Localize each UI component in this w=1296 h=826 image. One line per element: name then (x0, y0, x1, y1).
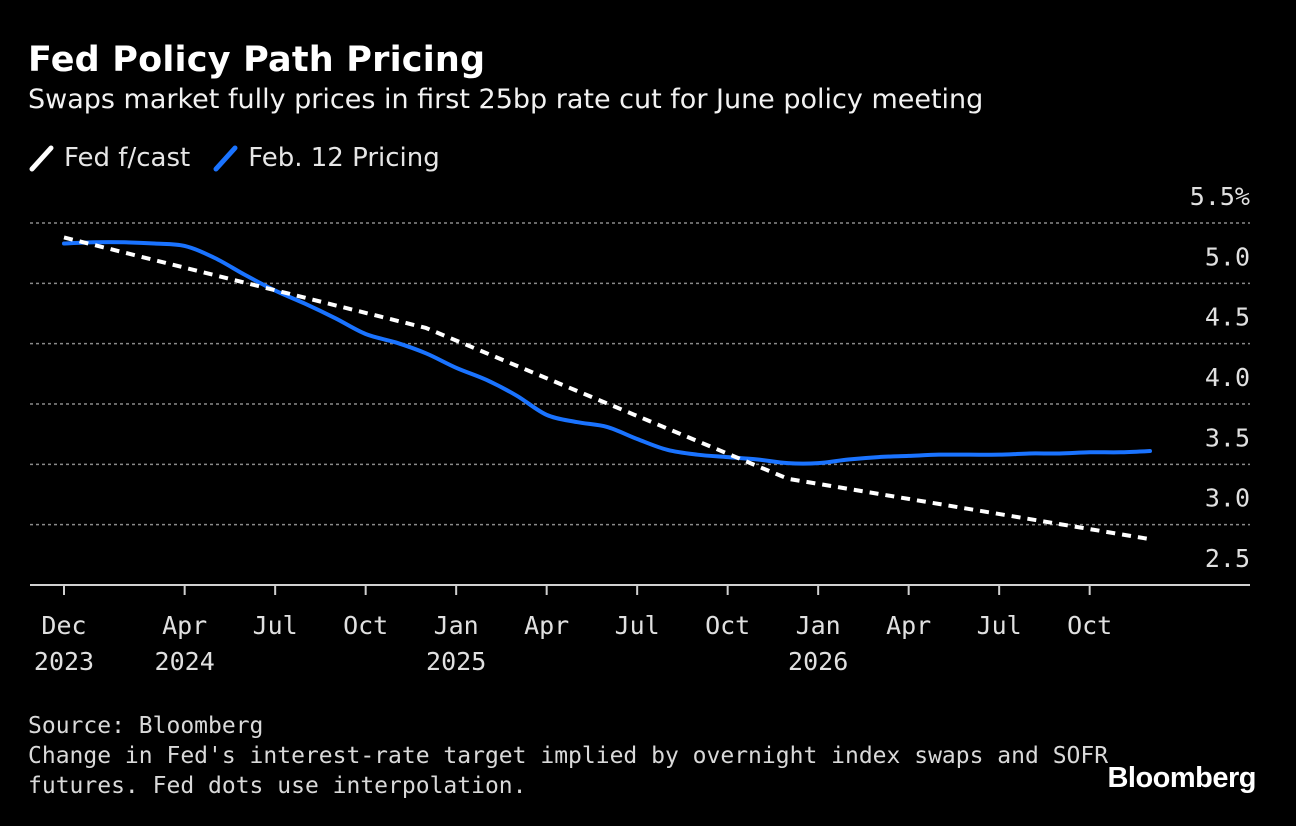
source-note: Source: Bloomberg (28, 713, 264, 739)
x-tick-label-month: Apr (162, 611, 207, 640)
x-tick-label-month: Jul (253, 611, 298, 640)
methodology-note-line2: futures. Fed dots use interpolation. (28, 773, 527, 799)
y-axis-ticks: 5.5% 5.0 4.5 4.0 3.5 3.0 2.5 (1190, 182, 1250, 573)
y-tick-label: 3.0 (1205, 484, 1250, 513)
legend-label-pricing: Feb. 12 Pricing (248, 143, 440, 173)
legend-item-fed-forecast: Fed f/cast (28, 143, 190, 173)
x-tick-label-month: Oct (705, 611, 750, 640)
footer: Source: Bloomberg Change in Fed's intere… (28, 711, 1108, 801)
y-tick-label: 3.5 (1205, 423, 1250, 452)
series-lines (62, 235, 1152, 542)
legend-swatch-fed-forecast (29, 145, 54, 172)
x-tick-label-month: Oct (1067, 611, 1112, 640)
series-line-fed-forecast (63, 235, 1151, 542)
y-tick-label: 4.0 (1205, 363, 1250, 392)
x-tick-label-month: Jul (615, 611, 660, 640)
x-tick-label-year: 2026 (788, 647, 848, 676)
x-tick-label-month: Oct (343, 611, 388, 640)
x-tick-label-year: 2023 (34, 647, 94, 676)
bloomberg-logo: Bloomberg (1107, 762, 1256, 794)
x-tick-label-month: Jul (977, 611, 1022, 640)
legend-item-pricing: Feb. 12 Pricing (212, 143, 440, 173)
x-tick-label-year: 2024 (155, 647, 215, 676)
legend-label-fed-forecast: Fed f/cast (64, 143, 191, 173)
x-tick-label-month: Apr (886, 611, 931, 640)
x-tick-label-month: Jan (434, 611, 479, 640)
chart-subtitle: Swaps market fully prices in first 25bp … (28, 84, 984, 115)
legend: Fed f/cast Feb. 12 Pricing (28, 140, 462, 176)
y-tick-label: 2.5 (1205, 544, 1250, 573)
chart-title: Fed Policy Path Pricing (28, 40, 486, 80)
x-axis: Dec 2023 Apr 2024 Jul Oct Jan 2025 Apr Jul Oct Jan 2… (30, 584, 1250, 676)
x-tick-label-month: Jan (796, 611, 841, 640)
x-tick-label-month: Apr (524, 611, 569, 640)
y-tick-label: 5.5% (1190, 182, 1250, 211)
y-tick-label: 5.0 (1205, 242, 1250, 271)
x-tick-label-year: 2025 (426, 647, 486, 676)
series-line-pricing (62, 240, 1152, 466)
legend-swatch-pricing (213, 145, 238, 172)
grid-lines (30, 222, 1250, 526)
methodology-note-line1: Change in Fed's interest-rate target imp… (28, 743, 1109, 769)
y-tick-label: 4.5 (1205, 303, 1250, 332)
x-tick-label-month: Dec (41, 611, 86, 640)
